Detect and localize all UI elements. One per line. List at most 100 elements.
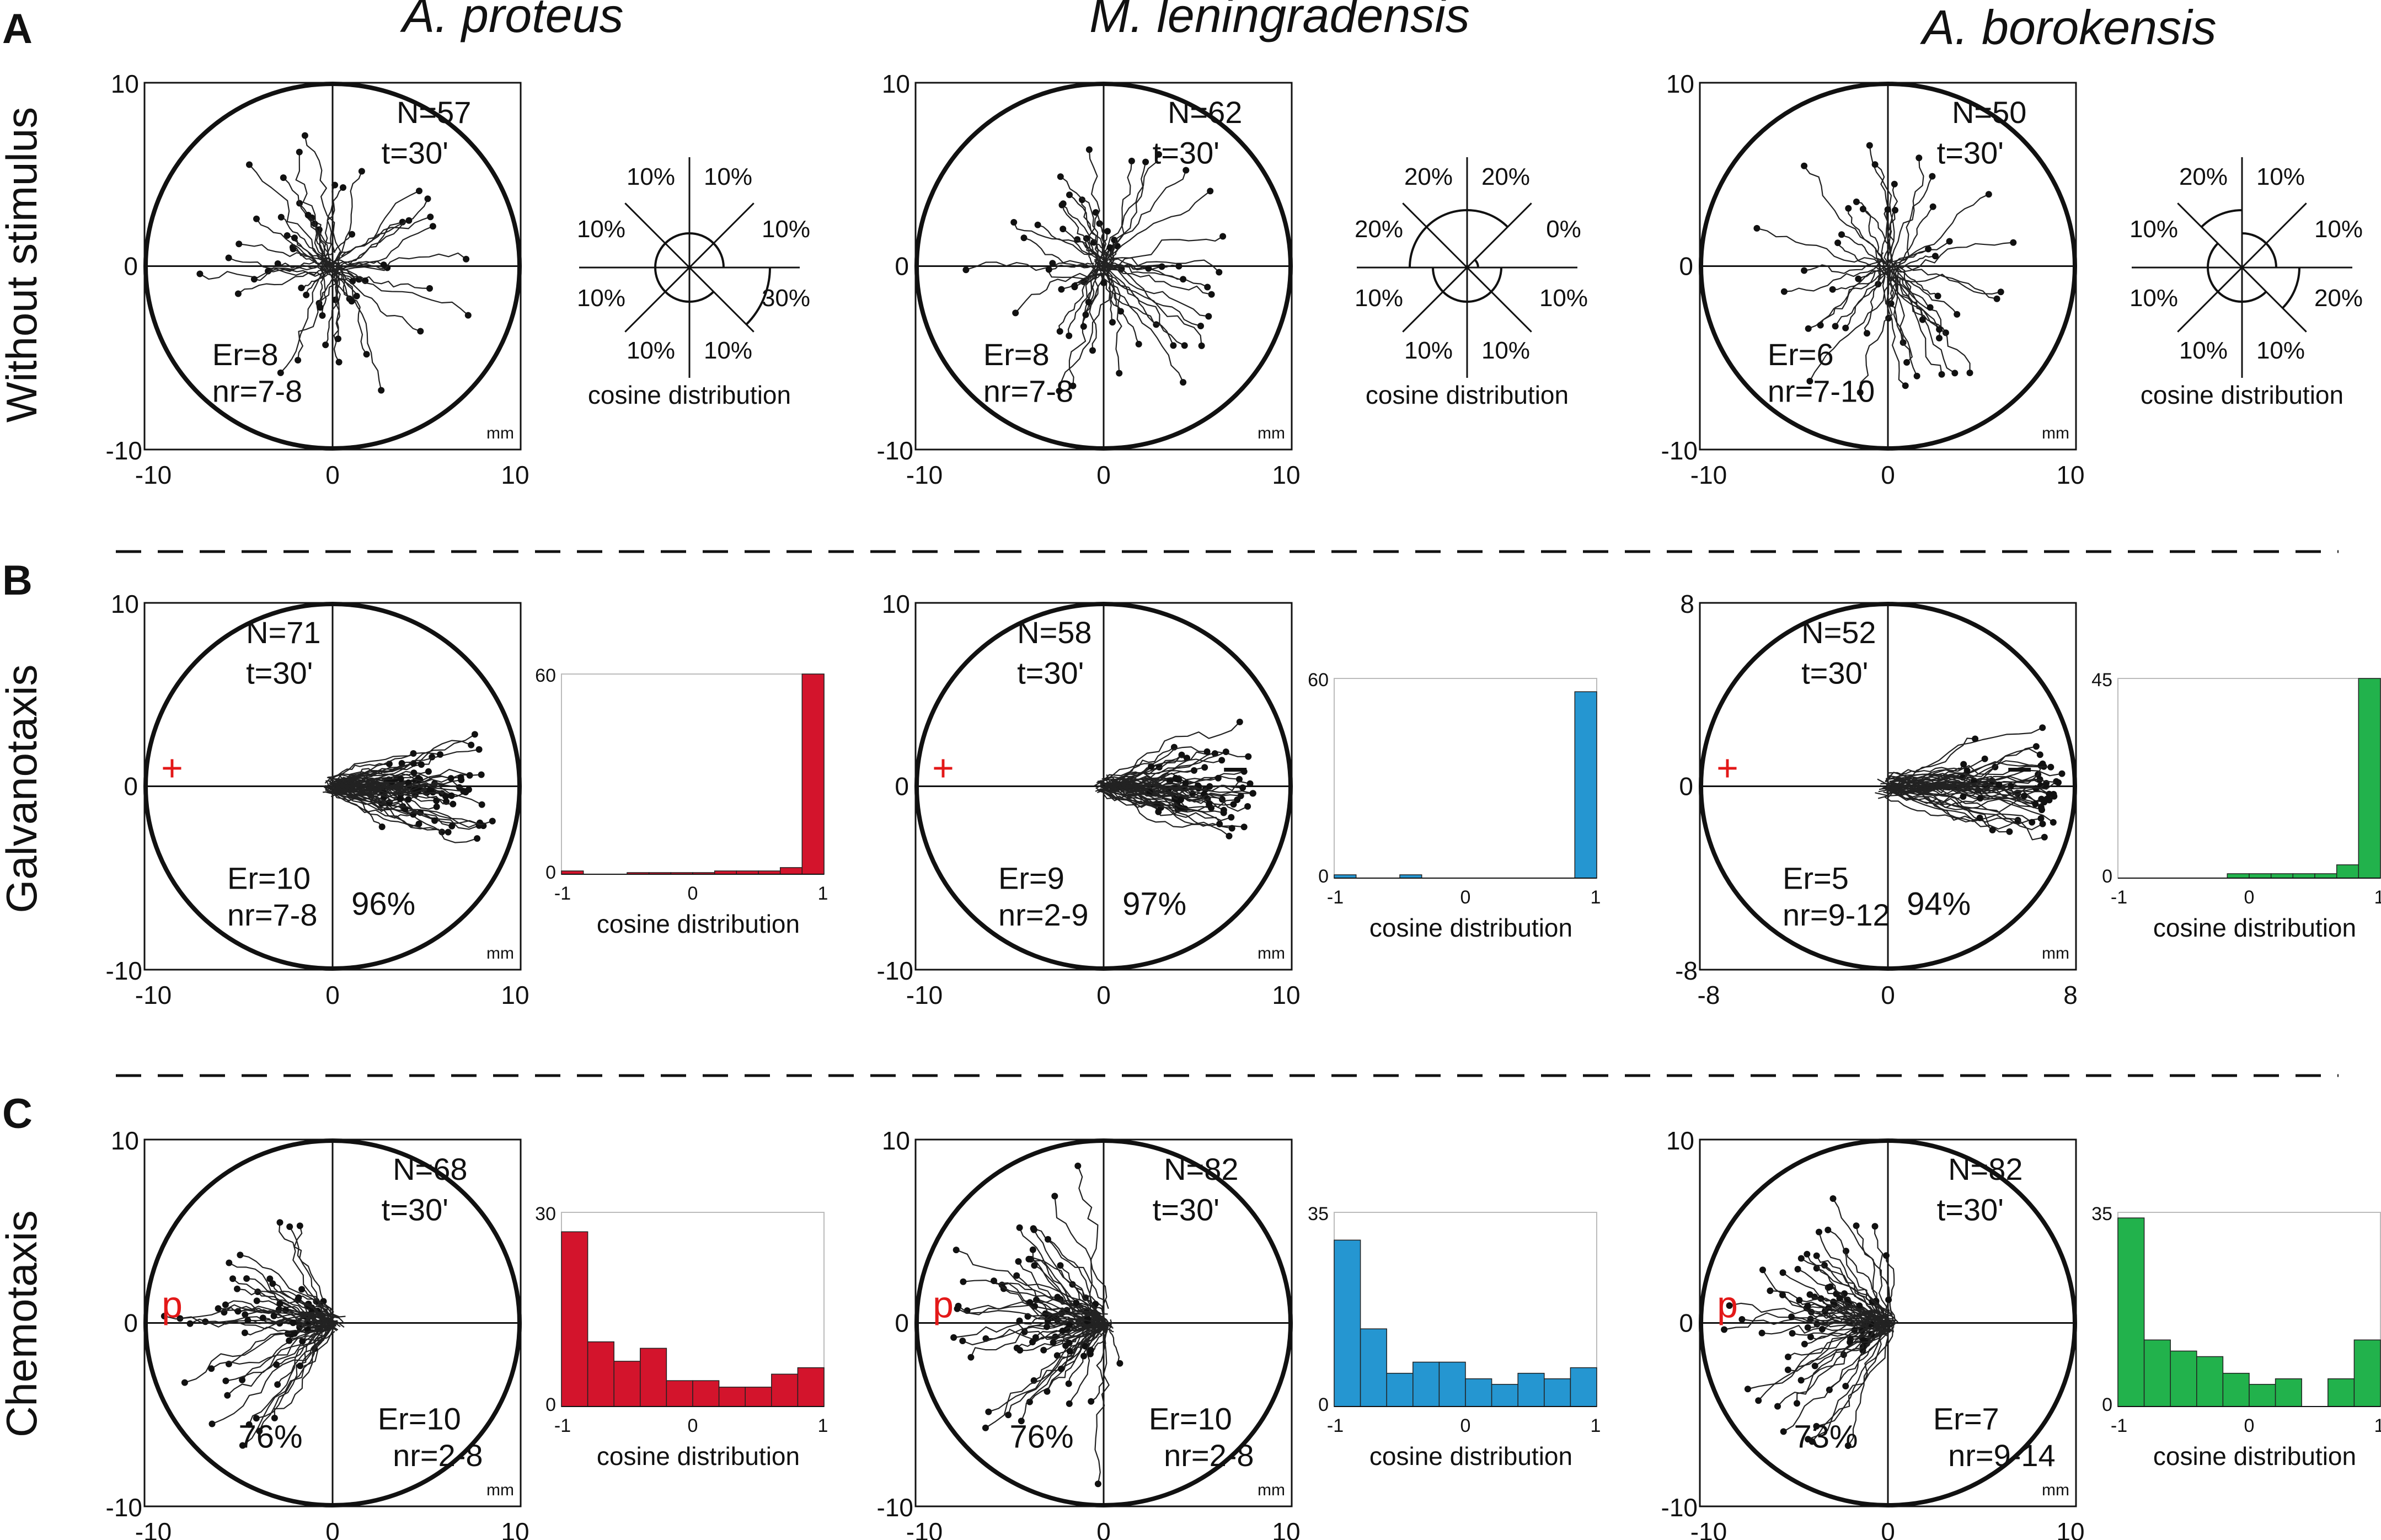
trajectory-endpoint [1995, 781, 2003, 788]
trajectory-endpoint [253, 215, 260, 222]
cell-trajectory [1105, 256, 1201, 327]
sample-size-label: N=68 [393, 1152, 467, 1186]
cell-trajectory [1101, 778, 1250, 792]
trajectory-endpoint [1972, 735, 1979, 742]
histogram-bar [1491, 1384, 1518, 1407]
histogram-bar [1386, 1372, 1414, 1407]
percent-label: 94% [1907, 886, 1971, 922]
cell-trajectory [307, 215, 336, 253]
trajectory-endpoint [277, 369, 284, 376]
trajectory-endpoint [424, 195, 431, 202]
cell-trajectory [277, 263, 331, 269]
trajectory-endpoint [286, 1337, 293, 1344]
stimulus-marker: p [1717, 1284, 1738, 1326]
trajectory-endpoint [1726, 1302, 1733, 1309]
stimulus-marker: + [1716, 747, 1738, 789]
trajectory-endpoint [1181, 342, 1188, 349]
trajectory-endpoint [448, 792, 455, 799]
trajectory-endpoint [1779, 1291, 1786, 1298]
distribution-title: cosine distribution [1369, 1442, 1572, 1471]
trajectory-endpoint [1753, 224, 1761, 232]
rose-axis [624, 266, 691, 333]
cell-trajectory [327, 216, 431, 266]
nr-label: nr=7-10 [1768, 374, 1875, 409]
histogram-bar [801, 673, 825, 875]
cell-trajectory [330, 226, 434, 271]
cell-trajectory [1106, 268, 1122, 373]
trajectory-endpoint [1797, 1377, 1805, 1384]
cell-trajectory [298, 1297, 336, 1327]
trajectory-endpoint [1026, 1398, 1033, 1405]
cell-trajectory [1816, 1255, 1893, 1316]
cell-trajectory [1106, 264, 1184, 280]
trajectory-endpoint [1801, 162, 1808, 169]
cell-trajectory [1074, 270, 1110, 287]
trajectory-endpoint [1744, 1386, 1751, 1393]
cell-trajectory [1888, 268, 1905, 343]
trajectory-endpoint [234, 1285, 240, 1292]
trajectory-endpoint [1954, 311, 1961, 318]
rose-sector-label: 10% [577, 216, 625, 243]
histogram-bar [2249, 1384, 2276, 1407]
trajectory-endpoint [1135, 340, 1142, 347]
nr-label: nr=2-8 [1164, 1438, 1254, 1473]
cell-trajectory [279, 1222, 331, 1327]
cell-trajectory [1096, 780, 1159, 812]
trajectory-endpoint [1148, 763, 1155, 770]
cell-trajectory [279, 1303, 329, 1320]
cell-trajectory [1069, 194, 1110, 269]
cell-trajectory [325, 264, 339, 345]
y-tick-label: 8 [1680, 590, 1694, 618]
cell-trajectory [1083, 1334, 1100, 1357]
trajectory-endpoint [1145, 265, 1152, 272]
y-tick-label: 0 [895, 772, 909, 801]
x-tick-label: -10 [1690, 1517, 1727, 1540]
boundary-circle [914, 602, 1293, 971]
histogram-bar [692, 1380, 720, 1407]
cell-trajectory [239, 243, 338, 272]
trajectory-endpoint [265, 268, 272, 275]
nr-label: nr=9-12 [1783, 897, 1890, 932]
sample-size-label: N=57 [397, 95, 471, 130]
trajectory-endpoint [2043, 795, 2051, 803]
trajectory-endpoint [1960, 761, 1967, 768]
trajectory-endpoint [1065, 1380, 1072, 1387]
trajectory-endpoint [202, 1318, 209, 1325]
cell-trajectory [1052, 262, 1101, 271]
cell-trajectory [1777, 1322, 1893, 1407]
y-tick-label: 0 [545, 1394, 556, 1415]
boundary-circle [143, 82, 522, 451]
cell-trajectory [1886, 194, 1989, 274]
trajectory-endpoint [1758, 1329, 1765, 1336]
cell-trajectory [1890, 748, 2041, 793]
trajectory-endpoint [196, 270, 204, 277]
time-label: t=30' [1937, 135, 2004, 170]
cell-trajectory [1890, 266, 1896, 304]
y-tick-label: 0 [124, 1309, 138, 1338]
trajectory-endpoint [1020, 234, 1028, 242]
trajectory-endpoint [1794, 1400, 1800, 1407]
trajectory-endpoint [1827, 1283, 1834, 1290]
cell-trajectory [1033, 1229, 1096, 1317]
trajectory-endpoint [1813, 1252, 1820, 1259]
trajectory-endpoint [1789, 1330, 1796, 1337]
cell-trajectory [164, 1306, 328, 1320]
cell-trajectory [1804, 165, 1880, 268]
cell-trajectory [329, 773, 451, 787]
rose-axis [1402, 266, 1468, 333]
y-tick-label: -10 [106, 956, 142, 985]
x-tick-label: 1 [1591, 1415, 1601, 1436]
trajectory-endpoint [1013, 1344, 1020, 1351]
cell-trajectory [1068, 1316, 1103, 1404]
trajectory-endpoint [1738, 1316, 1746, 1323]
y-tick-label: 45 [2091, 670, 2112, 691]
trajectory-endpoint [429, 223, 436, 230]
cell-trajectory [1030, 1301, 1099, 1329]
distribution-title: cosine distribution [597, 910, 800, 938]
trajectory-endpoint [363, 351, 370, 358]
trajectory-endpoint [1010, 219, 1018, 226]
trajectory-endpoint [1056, 328, 1063, 335]
rose-sector-label: 10% [627, 163, 675, 190]
cell-trajectory [956, 1249, 1101, 1317]
